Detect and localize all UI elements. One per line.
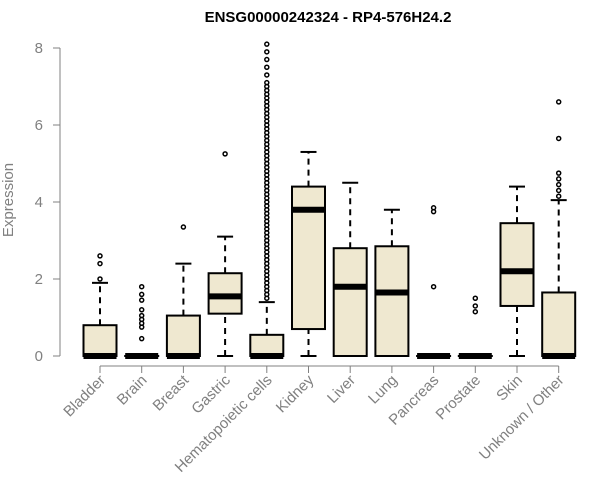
outlier-point — [97, 276, 103, 282]
chart-title: ENSG00000242324 - RP4-576H24.2 — [205, 9, 452, 26]
box-prostate — [457, 295, 493, 359]
outlier-point — [555, 99, 562, 105]
box-liver — [332, 181, 368, 357]
y-tick-label: 6 — [35, 117, 43, 134]
box-brain — [124, 283, 160, 359]
outlier-point — [138, 297, 145, 303]
x-tick-label: Breast — [150, 371, 193, 414]
outlier-point — [264, 64, 270, 70]
box-breast — [165, 224, 201, 359]
y-tick-label: 0 — [35, 348, 43, 365]
box-hematopoietic-cells — [249, 41, 285, 359]
box-skin — [499, 185, 535, 357]
box-gastric — [207, 151, 243, 357]
outlier-point — [555, 187, 562, 194]
outlier-point — [138, 283, 145, 290]
box-pancreas — [416, 205, 452, 359]
outlier-point — [555, 181, 562, 188]
x-tick-label: Skin — [493, 372, 526, 405]
outlier-point — [222, 151, 228, 157]
box-iqr — [249, 333, 285, 358]
outlier-point — [264, 56, 270, 63]
outlier-point — [138, 312, 145, 319]
outlier-point — [555, 135, 562, 142]
x-tick-label: Bladder — [60, 372, 109, 421]
box-lung — [374, 208, 410, 357]
boxes-group — [82, 41, 577, 359]
outlier-point — [264, 49, 270, 55]
outlier-point — [555, 193, 562, 199]
x-tick-label: Liver — [324, 372, 359, 407]
outlier-point — [138, 335, 145, 342]
y-tick-label: 8 — [35, 40, 43, 57]
y-axis: 0 2 4 6 8 — [35, 40, 61, 365]
y-axis-label: Expression — [0, 163, 17, 237]
outlier-point — [138, 291, 145, 298]
box-iqr — [82, 324, 118, 358]
outlier-point — [430, 205, 437, 211]
y-tick-label: 2 — [35, 271, 43, 288]
box-bladder — [82, 253, 118, 359]
outlier-point — [264, 41, 270, 47]
outlier-point — [138, 307, 145, 313]
outlier-point — [555, 170, 562, 176]
outlier-point — [264, 72, 270, 78]
outlier-point — [180, 224, 187, 230]
box-iqr — [165, 314, 201, 358]
box-kidney — [291, 150, 326, 357]
x-tick-label: Kidney — [273, 371, 318, 416]
x-tick-label: Lung — [365, 372, 401, 408]
outlier-point — [97, 260, 103, 267]
outlier-point — [264, 79, 270, 86]
outlier-point — [472, 303, 479, 309]
box-iqr — [499, 222, 535, 307]
outlier-point — [472, 308, 479, 315]
outlier-point — [97, 253, 103, 259]
outlier-point — [472, 295, 479, 301]
box-iqr — [332, 247, 368, 357]
y-tick-label: 4 — [35, 194, 43, 211]
box-iqr — [374, 245, 410, 357]
box-unknown-other — [541, 99, 577, 359]
x-tick-label: Brain — [114, 372, 151, 409]
x-tick-label: Prostate — [433, 372, 485, 424]
outlier-point — [555, 176, 562, 182]
box-iqr — [541, 291, 577, 358]
outlier-point — [430, 283, 437, 290]
